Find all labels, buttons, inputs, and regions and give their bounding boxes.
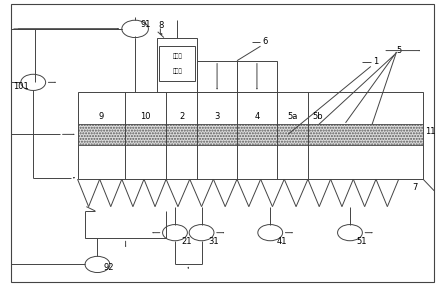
Text: 5b: 5b — [313, 112, 323, 121]
Text: 2: 2 — [179, 112, 184, 121]
Text: 21: 21 — [182, 237, 192, 246]
Bar — [237, 61, 277, 92]
Text: 91: 91 — [141, 20, 152, 29]
Text: 92: 92 — [103, 263, 114, 272]
Text: 31: 31 — [208, 237, 219, 246]
Text: 4: 4 — [254, 112, 260, 121]
Text: 9: 9 — [99, 112, 104, 121]
Text: 11: 11 — [425, 127, 436, 136]
Bar — [159, 46, 195, 81]
Text: 5a: 5a — [287, 112, 298, 121]
Bar — [78, 124, 423, 144]
Text: 8: 8 — [159, 21, 164, 30]
Bar — [78, 92, 423, 179]
Bar — [157, 38, 197, 92]
Text: 101: 101 — [13, 82, 29, 91]
Text: 热山气: 热山气 — [172, 68, 182, 74]
Text: 6: 6 — [263, 37, 268, 46]
Text: 热風气: 热風气 — [172, 54, 182, 60]
Text: 41: 41 — [277, 237, 288, 246]
Text: 10: 10 — [140, 112, 151, 121]
Text: 3: 3 — [214, 112, 220, 121]
Text: 5: 5 — [396, 46, 402, 55]
Text: 51: 51 — [357, 237, 367, 246]
Text: 7: 7 — [412, 183, 417, 192]
Bar — [197, 61, 237, 92]
Text: 1: 1 — [373, 58, 378, 66]
